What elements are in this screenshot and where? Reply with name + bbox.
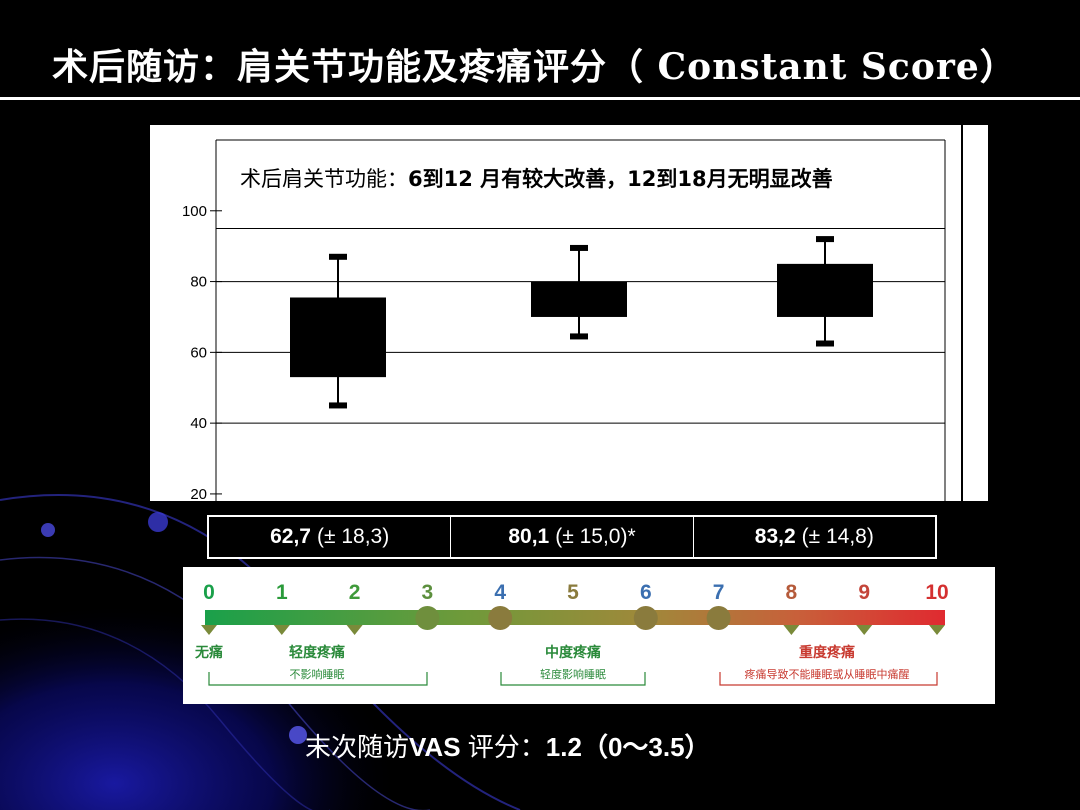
stat-mean: 62,7 [270,525,311,548]
footer-vas-range: （0～3.5） [581,732,711,762]
vas-scale-panel: 0 1 2 3 4 5 6 7 8 9 10 无痛 轻度疼痛不影响睡眠 中度疼痛轻度影响睡眠 重度疼痛疼痛… [183,567,995,704]
box-plot-panel: 100 80 60 40 20 术后肩关节功能：6到12 月有较大改善，12到18月无明… [150,125,988,501]
vas-number: 10 [925,581,948,604]
stat-cell: 62,7 (± 18,3) [209,517,452,557]
stat-sd: (± 14,8) [801,525,874,548]
vas-number: 3 [422,581,434,604]
box-iqr [290,297,386,378]
vas-marker-triangle [929,625,945,635]
chart-annotation: 术后肩关节功能：6到12 月有较大改善，12到18月无明显改善 [240,167,833,191]
whisker-cap-low [570,333,588,340]
vas-level-bracket [719,672,938,686]
footer-prefix: 末次随访 [305,732,410,762]
vas-number: 6 [640,581,652,604]
y-tick-label: 40 [190,415,207,432]
whisker-cap-low [816,340,834,347]
y-tick-label: 60 [190,344,207,361]
vas-level-label: 无痛 [194,644,223,661]
vas-level-note: 不影响睡眠 [290,668,345,681]
vas-number: 9 [858,581,870,604]
y-tick-label: 20 [190,486,207,501]
vas-number: 8 [786,581,798,604]
y-tick-label: 80 [190,274,207,291]
footer-vas-summary: 末次随访VAS 评分：1.2（0～3.5） [305,727,711,764]
vas-marker-triangle [856,625,873,635]
vas-level-label: 轻度疼痛 [289,644,345,661]
title-divider [0,97,1080,100]
vas-level-bracket [208,672,428,686]
whisker-cap-high [816,236,834,243]
y-tick-label: 100 [182,203,207,220]
box-plot-chart: 100 80 60 40 20 术后肩关节功能：6到12 月有较大改善，12到18月无明… [182,125,963,501]
vas-number: 0 [203,581,215,604]
vas-number: 4 [494,581,506,604]
stats-table: 62,7 (± 18,3) 80,1 (± 15,0)* 83,2 (± 14,… [207,515,937,559]
footer-middle: 评分： [460,732,546,762]
stat-cell: 83,2 (± 14,8) [694,517,935,557]
whisker-cap-low [329,402,347,409]
vas-level-bracket [500,672,646,686]
vas-number: 2 [349,581,361,604]
footer-vas-value: 1.2 [545,732,582,762]
vas-level-note: 轻度影响睡眠 [540,667,606,681]
vas-marker-circle [488,606,513,630]
whisker-cap-high [570,244,588,251]
vas-level-note: 疼痛导致不能睡眠或从睡眠中痛醒 [745,667,910,681]
vas-marker-circle [415,606,440,630]
vas-marker-triangle [273,625,290,635]
vas-level-label: 中度疼痛 [545,644,601,661]
stat-mean: 80,1 [508,525,550,548]
box-iqr [777,263,873,317]
whisker-cap-high [329,253,347,260]
stat-sd: (± 18,3) [316,525,390,548]
vas-number: 5 [567,581,579,604]
vas-level-label: 重度疼痛 [799,644,855,661]
vas-marker-triangle [201,625,217,635]
vas-marker-triangle [783,625,800,635]
vas-number: 1 [276,581,288,604]
vas-marker-circle [633,606,658,630]
stat-mean: 83,2 [754,525,796,548]
footer-vas-label: VAS [409,732,461,762]
vas-gradient-bar [205,610,945,625]
vas-number: 7 [713,581,725,604]
stat-cell: 80,1 (± 15,0)* [451,517,694,557]
vas-marker-triangle [346,625,363,635]
page-title: 术后随访：肩关节功能及疼痛评分（ Constant Score） [52,46,1017,88]
vas-marker-circle [706,606,731,630]
stat-sd: (± 15,0)* [555,525,636,548]
box-iqr [531,281,627,317]
